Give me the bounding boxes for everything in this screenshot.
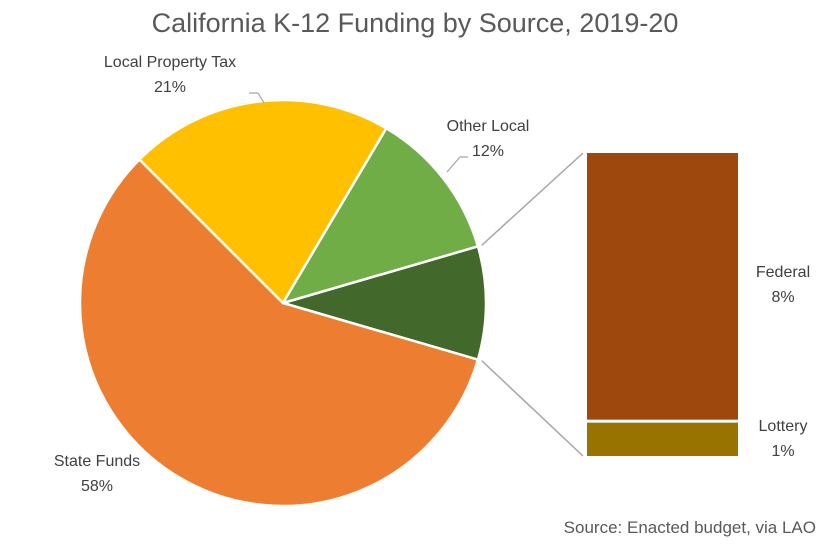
slice-label-other-local: Other Local	[447, 118, 530, 135]
bar-pct-federal: 8%	[771, 289, 794, 306]
chart-title: California K-12 Funding by Source, 2019-…	[152, 8, 679, 38]
connector-lines	[481, 152, 584, 457]
leader-line-local-property-tax	[249, 92, 265, 104]
pie-slice-local-property-tax	[138, 98, 388, 305]
connector-line-bottom	[481, 360, 584, 457]
connector-line-top	[481, 152, 584, 246]
pie-slice-state-funds	[78, 158, 480, 508]
leader-line-other-local	[446, 156, 468, 173]
pie-slice-other-federal-lottery	[281, 245, 488, 361]
slice-pct-other-local: 12%	[472, 143, 504, 160]
bar-segment-federal	[587, 153, 738, 420]
slice-label-state-funds: State Funds	[54, 453, 140, 470]
slice-pct-local-property-tax: 21%	[154, 79, 186, 96]
source-note: Source: Enacted budget, via LAO	[564, 518, 816, 537]
slice-pct-state-funds: 58%	[81, 478, 113, 495]
bar-label-lottery: Lottery	[759, 418, 808, 435]
bar-label-federal: Federal	[756, 264, 810, 281]
secondary-bar	[587, 153, 738, 456]
bar-segment-lottery	[587, 422, 738, 456]
pie-slice-other-local	[281, 127, 480, 305]
pie	[78, 98, 488, 508]
bar-pct-lottery: 1%	[771, 443, 794, 460]
slice-label-local-property-tax: Local Property Tax	[104, 54, 236, 71]
leader-lines	[249, 92, 468, 173]
